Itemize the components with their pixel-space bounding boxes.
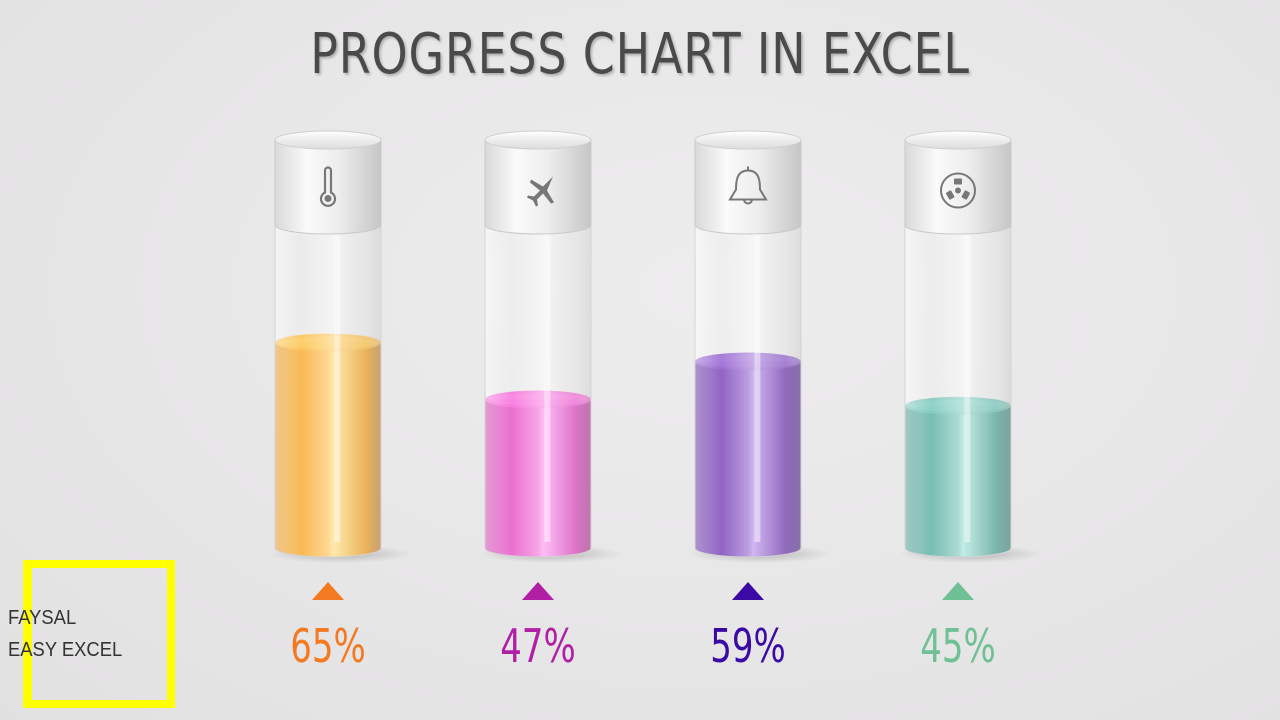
glass-tube (274, 224, 382, 558)
cylinder-cap (484, 130, 592, 235)
cylinder-cap (694, 130, 802, 235)
glass-tube (904, 224, 1012, 558)
brand-line-1: FAYSAL (8, 607, 77, 629)
glass-tube (694, 224, 802, 558)
progress-cylinder: 65% (267, 130, 413, 673)
percent-label: 59% (710, 619, 785, 673)
triangle-marker (732, 582, 764, 600)
progress-cylinder: 59% (687, 130, 833, 673)
cylinder-cap (274, 130, 382, 235)
page-title: PROGRESS CHART IN EXCEL (310, 22, 970, 87)
progress-cylinder: 47% (477, 130, 623, 673)
bell-icon (728, 169, 768, 205)
brand-line-2: EASY EXCEL (8, 639, 123, 661)
brand-text: FAYSAL EASY EXCEL (8, 602, 122, 666)
airplane-icon (527, 176, 554, 207)
percent-label: 65% (290, 619, 365, 673)
percent-label: 45% (920, 619, 995, 673)
cylinder-cap (904, 130, 1012, 235)
glass-tube (484, 224, 592, 558)
triangle-marker (942, 582, 974, 600)
triangle-marker (522, 582, 554, 600)
triangle-marker (312, 582, 344, 600)
thermometer-icon (319, 166, 337, 207)
brand-box (23, 560, 175, 708)
fan-icon (940, 172, 976, 209)
percent-label: 47% (500, 619, 575, 673)
progress-cylinder: 45% (897, 130, 1043, 673)
